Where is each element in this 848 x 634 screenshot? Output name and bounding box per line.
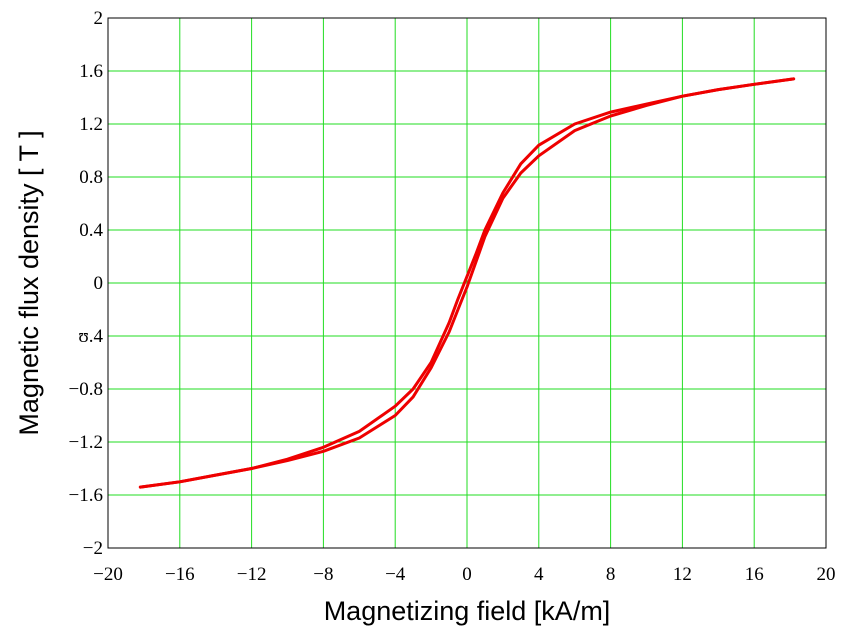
x-tick-label: −12 (237, 564, 267, 585)
y-tick-label: 2 (94, 8, 104, 29)
y-tick-label: −2 (83, 538, 103, 559)
y-tick-label: 0.4 (79, 220, 103, 241)
x-tick-label: 8 (606, 564, 616, 585)
x-tick-label: −16 (165, 564, 195, 585)
y-tick-label: 0 (94, 273, 104, 294)
y-tick-label: −1.6 (69, 485, 103, 506)
x-tick-labels: −20 −16 −12 −8 −4 0 4 8 12 16 20 (93, 564, 835, 585)
x-axis-title: Magnetizing field [kA/m] (324, 596, 611, 626)
y-tick-label: 0.8 (79, 167, 103, 188)
x-tick-label: 12 (673, 564, 692, 585)
y-tick-label: 1.6 (79, 61, 103, 82)
y-axis-title: Magnetic flux density [ T ] (14, 130, 44, 435)
y-tick-label: −0.8 (69, 379, 103, 400)
x-tick-label: −8 (313, 564, 333, 585)
x-tick-label: 0 (462, 564, 472, 585)
y-tick-label: ʊ.4 (78, 326, 103, 347)
y-tick-labels: 2 1.6 1.2 0.8 0.4 0 ʊ.4 −0.8 −1.2 −1.6 −2 (69, 8, 104, 559)
x-tick-label: −20 (93, 564, 123, 585)
y-tick-label: 1.2 (79, 114, 103, 135)
x-tick-label: 4 (534, 564, 544, 585)
plot-frame (107, 17, 827, 549)
y-tick-label: −1.2 (69, 432, 103, 453)
x-tick-label: −4 (385, 564, 406, 585)
hysteresis-curve-descending (138, 77, 796, 489)
x-tick-label: 16 (745, 564, 764, 585)
series-layer (138, 77, 796, 489)
x-tick-label: 20 (817, 564, 836, 585)
